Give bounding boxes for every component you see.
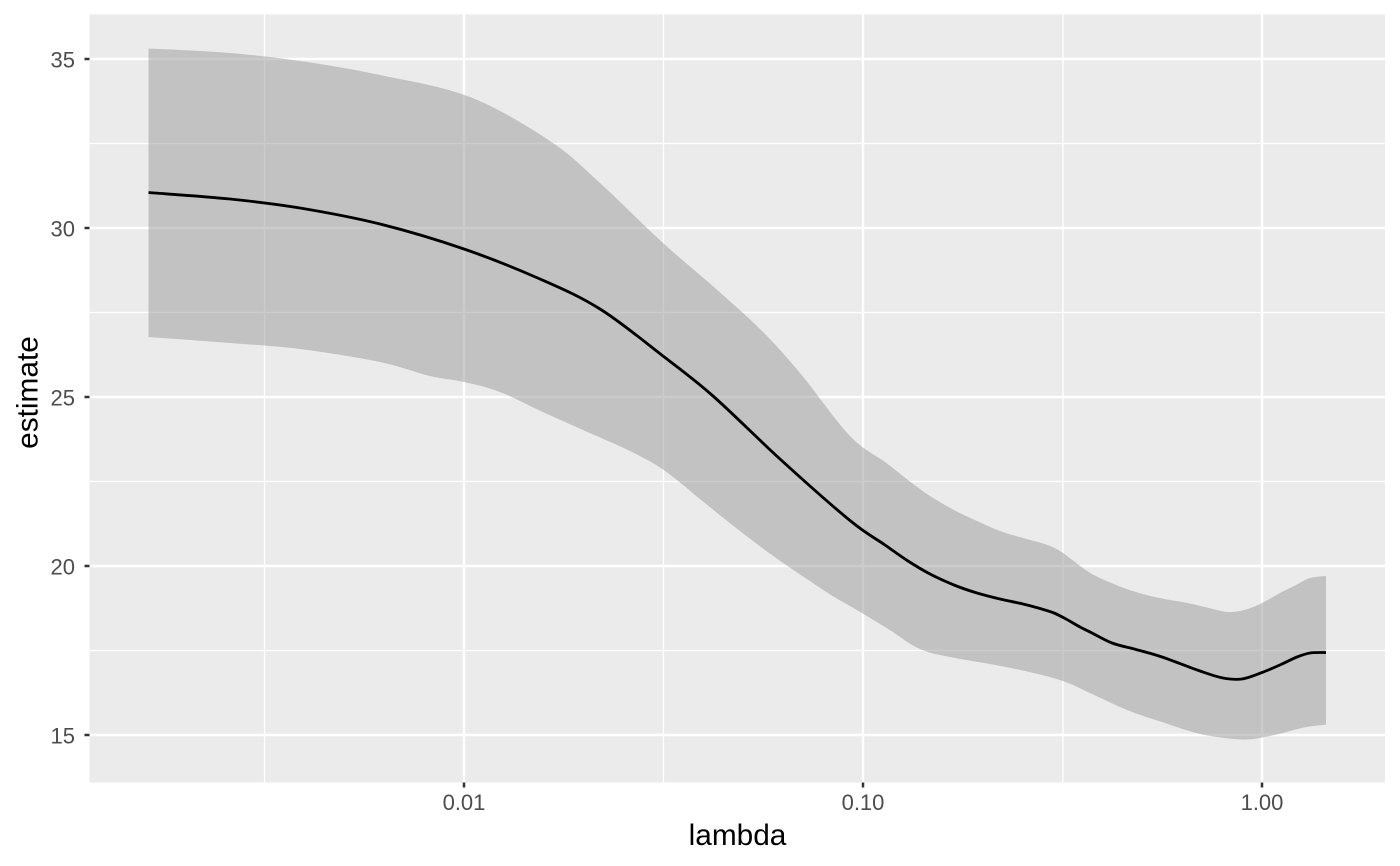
svg-text:1.00: 1.00 [1241,790,1284,815]
svg-text:20: 20 [51,555,75,580]
svg-text:30: 30 [51,217,75,242]
svg-text:lambda: lambda [689,819,787,852]
svg-text:0.10: 0.10 [842,790,885,815]
svg-text:15: 15 [51,724,75,749]
svg-text:estimate: estimate [12,336,45,449]
svg-text:0.01: 0.01 [443,790,486,815]
svg-text:25: 25 [51,386,75,411]
svg-text:35: 35 [51,48,75,73]
